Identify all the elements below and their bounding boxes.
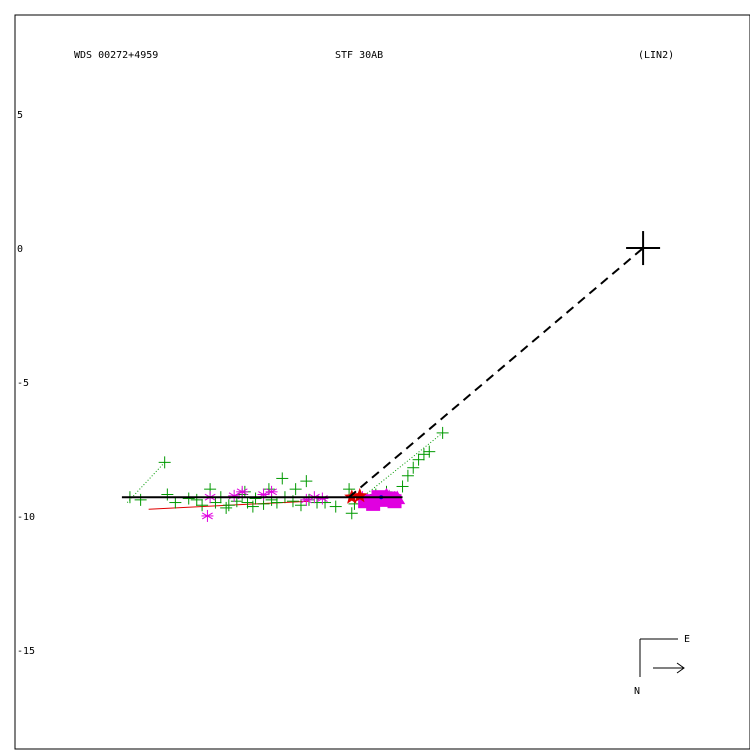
green-plus-point [417,448,430,461]
y-tick-label: 5 [17,110,23,121]
data-marks [121,231,661,522]
primary-cross [626,231,661,266]
green-plus-point [412,453,425,466]
green-plus-point [276,472,289,485]
y-tick-label: -5 [17,378,29,389]
green-plus-point [436,426,449,439]
green-plus-point [220,501,233,514]
magenta-star-point [236,485,249,498]
green-plus-point [401,469,414,482]
red-star-point [352,487,368,503]
green-plus-point [249,492,262,505]
green-plus-point [134,493,147,506]
green-plus-point [407,461,420,474]
green-plus-point [161,488,174,501]
y-tick-label: 0 [17,244,23,255]
green-plus-point [196,499,209,512]
plot-frame [14,14,750,750]
magenta-star-point [201,509,214,522]
green-plus-point [158,456,171,469]
green-plus-point [396,480,409,493]
y-tick-label: -15 [17,646,35,657]
green-plus-point [246,500,259,513]
compass-north-label: N [634,686,640,697]
green-plus-point [222,499,235,512]
header-right: (LIN2) [638,50,674,61]
y-tick-labels: 5 0 -5 -10 -15 [17,110,35,657]
compass-east-label: E [684,634,690,645]
green-plus-point [300,475,313,488]
magenta-star-point [265,485,278,498]
green-plus-point [294,499,307,512]
dashed-line-to-primary [348,247,644,498]
green-plus-point [270,496,283,509]
green-plus-point [169,496,182,509]
green-plus-point [182,492,195,505]
y-tick-label: -10 [17,512,35,523]
motion-arrow [653,662,685,674]
green-dotted-path [126,462,166,503]
green-plus-point [329,500,342,513]
green-plus-point [423,445,436,458]
header-center: STF 30AB [335,50,383,61]
green-plus-point [190,493,203,506]
green-plus-point [289,483,302,496]
header-left: WDS 00272+4959 [74,50,158,61]
green-dotted-path [362,432,443,498]
green-plus-point [345,507,358,520]
green-plus-point [209,496,222,509]
green-plus-point [343,483,356,496]
compass: E N [634,634,690,697]
